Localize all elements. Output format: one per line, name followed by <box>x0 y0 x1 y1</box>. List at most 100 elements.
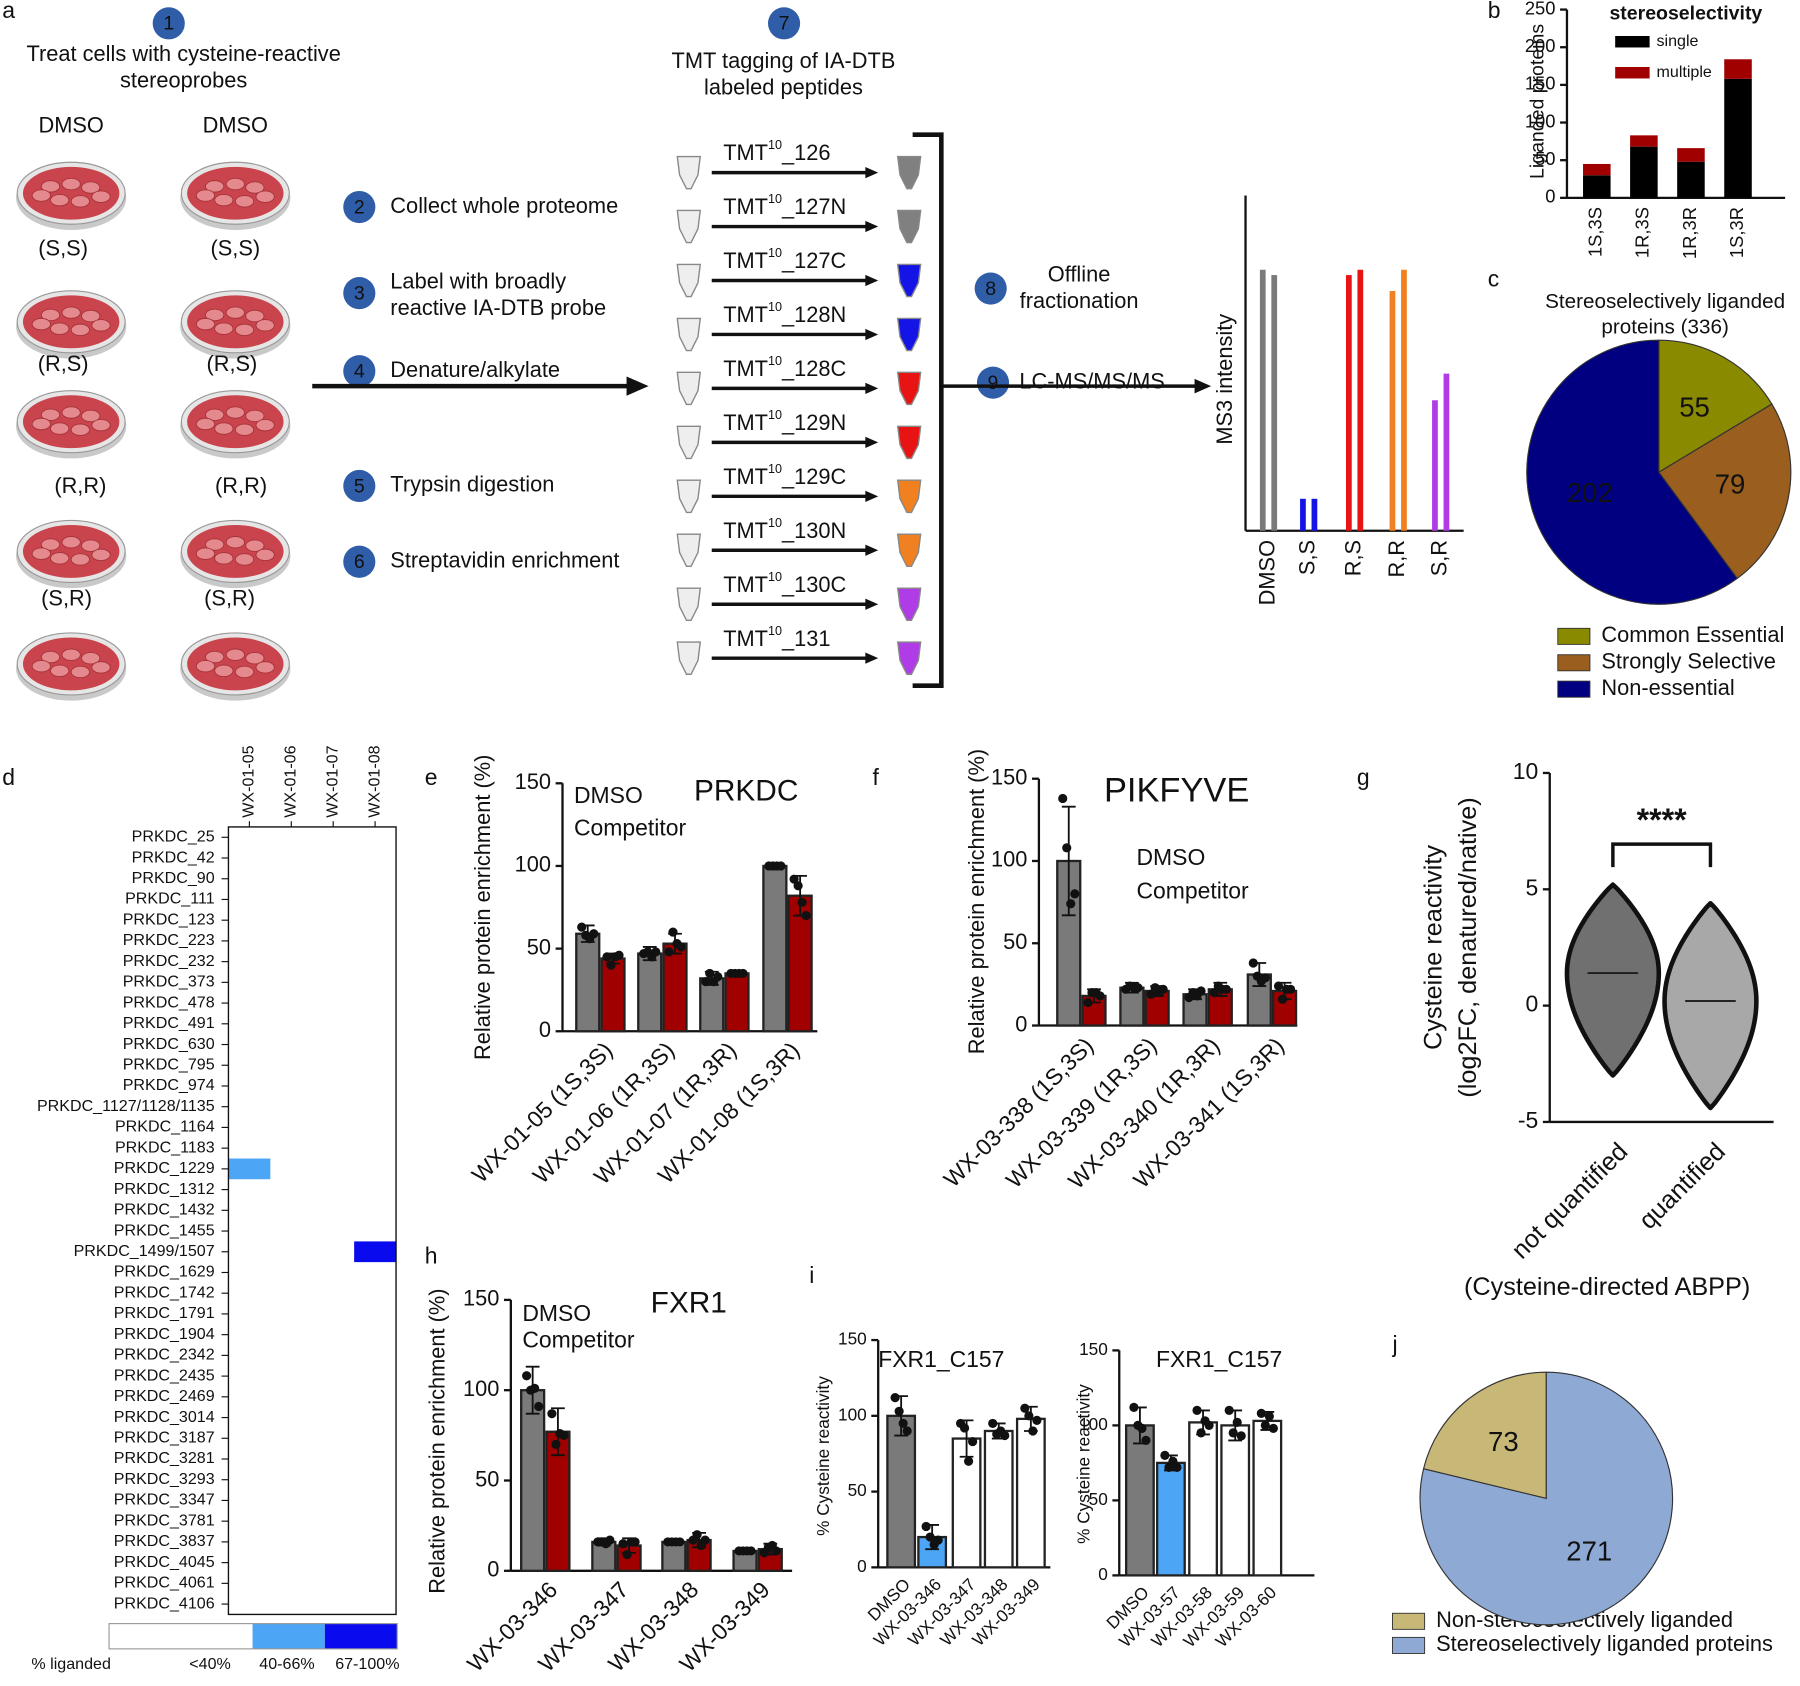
row-label: PRKDC_2469 <box>114 1387 215 1405</box>
step-text: Streptavidin enrichment <box>390 549 619 573</box>
cell <box>255 319 275 332</box>
data-point <box>1196 1428 1206 1438</box>
pie-slice <box>1419 1371 1674 1626</box>
dish-medium <box>22 525 120 578</box>
step-badge <box>152 7 185 40</box>
tmt-prefix: TMT <box>723 248 768 273</box>
chart-title: PRKDC <box>694 774 798 807</box>
cell <box>255 548 275 562</box>
cell <box>61 648 81 661</box>
cell <box>195 189 216 202</box>
x-tick-label: R,S <box>1340 540 1365 576</box>
tube <box>896 425 922 460</box>
row-label: PRKDC_1499/1507 <box>74 1242 215 1260</box>
arrow-head <box>865 544 879 556</box>
bar-segment <box>1724 59 1752 79</box>
data-point <box>1066 899 1076 909</box>
dish-label: DMSO <box>38 112 103 137</box>
tube <box>676 155 702 190</box>
cell <box>245 181 265 194</box>
legend-label: DMSO <box>1136 844 1205 870</box>
step-number: 8 <box>985 278 996 300</box>
dish-medium <box>187 525 284 578</box>
cell <box>245 539 265 552</box>
pie-slice <box>1658 339 1773 474</box>
x-tick-label: 1R,3S <box>1632 207 1653 258</box>
cell <box>214 322 234 335</box>
row-label: PRKDC_1791 <box>114 1304 215 1322</box>
slice-label: 271 <box>1566 1535 1612 1566</box>
panel-label: a <box>2 0 15 23</box>
data-point <box>1277 994 1288 1004</box>
tmt-label: TMT10_127C <box>723 246 846 272</box>
bar <box>662 942 688 1033</box>
cell <box>50 664 70 678</box>
row-label: PRKDC_3293 <box>114 1470 215 1488</box>
tmt-prefix: TMT <box>723 356 768 381</box>
row-label: PRKDC_3347 <box>114 1491 215 1509</box>
arrow-head <box>865 220 879 233</box>
pie-slice <box>1657 403 1792 580</box>
cell <box>50 193 70 207</box>
tube <box>896 587 922 621</box>
bar-segment <box>1630 146 1658 198</box>
data-point <box>801 910 811 921</box>
row-label: PRKDC_3781 <box>114 1511 215 1529</box>
row-label: PRKDC_1183 <box>115 1138 215 1156</box>
bar <box>1357 269 1364 531</box>
colorbar-label: 67-100% <box>335 1655 399 1673</box>
data-point <box>1268 1423 1278 1433</box>
y-tick-label: 100 <box>1079 1414 1108 1434</box>
data-point <box>700 1535 710 1545</box>
tmt-superscript: 10 <box>768 570 782 584</box>
colorbar-bin <box>324 1623 398 1649</box>
x-tick-label: S,S <box>1294 540 1319 575</box>
data-point <box>1160 1450 1170 1460</box>
step-text: Offline fractionation <box>1019 263 1139 314</box>
panel-label: c <box>1488 266 1499 292</box>
dish-medium <box>22 166 120 220</box>
cell <box>70 423 90 436</box>
legend-swatch <box>1615 66 1650 79</box>
cell <box>31 660 51 673</box>
panel-label: d <box>2 764 15 790</box>
data-point <box>692 1530 702 1540</box>
data-point <box>605 1535 615 1545</box>
tube <box>676 533 702 568</box>
data-point <box>1196 986 1206 996</box>
x-tick-label: S,R <box>1426 540 1451 576</box>
tube <box>896 371 922 406</box>
data-point <box>771 1546 781 1556</box>
bar <box>1443 373 1450 531</box>
tmt-prefix: TMT <box>723 302 768 327</box>
data-point <box>1020 1403 1030 1413</box>
row-label: PRKDC_3014 <box>114 1408 215 1426</box>
step-text: Trypsin digestion <box>390 473 554 497</box>
data-point <box>614 950 624 960</box>
tube <box>676 479 702 514</box>
legend-swatch <box>1392 1636 1426 1654</box>
data-point <box>902 1426 912 1436</box>
cell <box>50 322 70 335</box>
row-label: PRKDC_232 <box>123 952 215 970</box>
violin <box>1662 900 1759 1111</box>
step-number: 1 <box>163 13 174 35</box>
data-point <box>793 881 803 891</box>
cell <box>50 552 70 565</box>
bar <box>1311 498 1318 531</box>
y-tick-label: 100 <box>1525 110 1556 131</box>
tmt-superscript: 10 <box>768 246 782 260</box>
step-text: Label with broadly reactive IA-DTB probe <box>390 270 606 321</box>
step-text: Denature/alkylate <box>390 359 560 383</box>
slice-label: 55 <box>1679 391 1710 422</box>
dish-label: (S,S) <box>38 235 88 260</box>
x-tick-label: quantified <box>1634 1138 1731 1235</box>
y-axis-label: Relative protein enrichment (%) <box>470 755 495 1060</box>
data-point <box>746 1546 756 1556</box>
step-number: 7 <box>779 13 790 35</box>
dish-label: (S,S) <box>211 235 261 260</box>
cell <box>205 308 225 322</box>
tmt-superscript: 10 <box>768 354 782 368</box>
y-tick-label: 50 <box>527 934 551 959</box>
data-point <box>1209 988 1219 998</box>
